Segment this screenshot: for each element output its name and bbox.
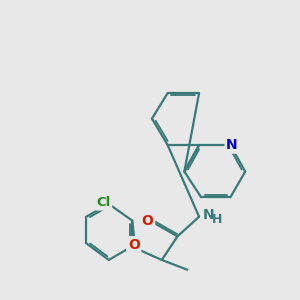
Text: N: N (226, 138, 238, 152)
Text: O: O (142, 214, 154, 228)
Text: H: H (212, 213, 223, 226)
Text: Cl: Cl (96, 196, 111, 209)
Text: O: O (128, 238, 140, 252)
Text: N: N (203, 208, 214, 222)
